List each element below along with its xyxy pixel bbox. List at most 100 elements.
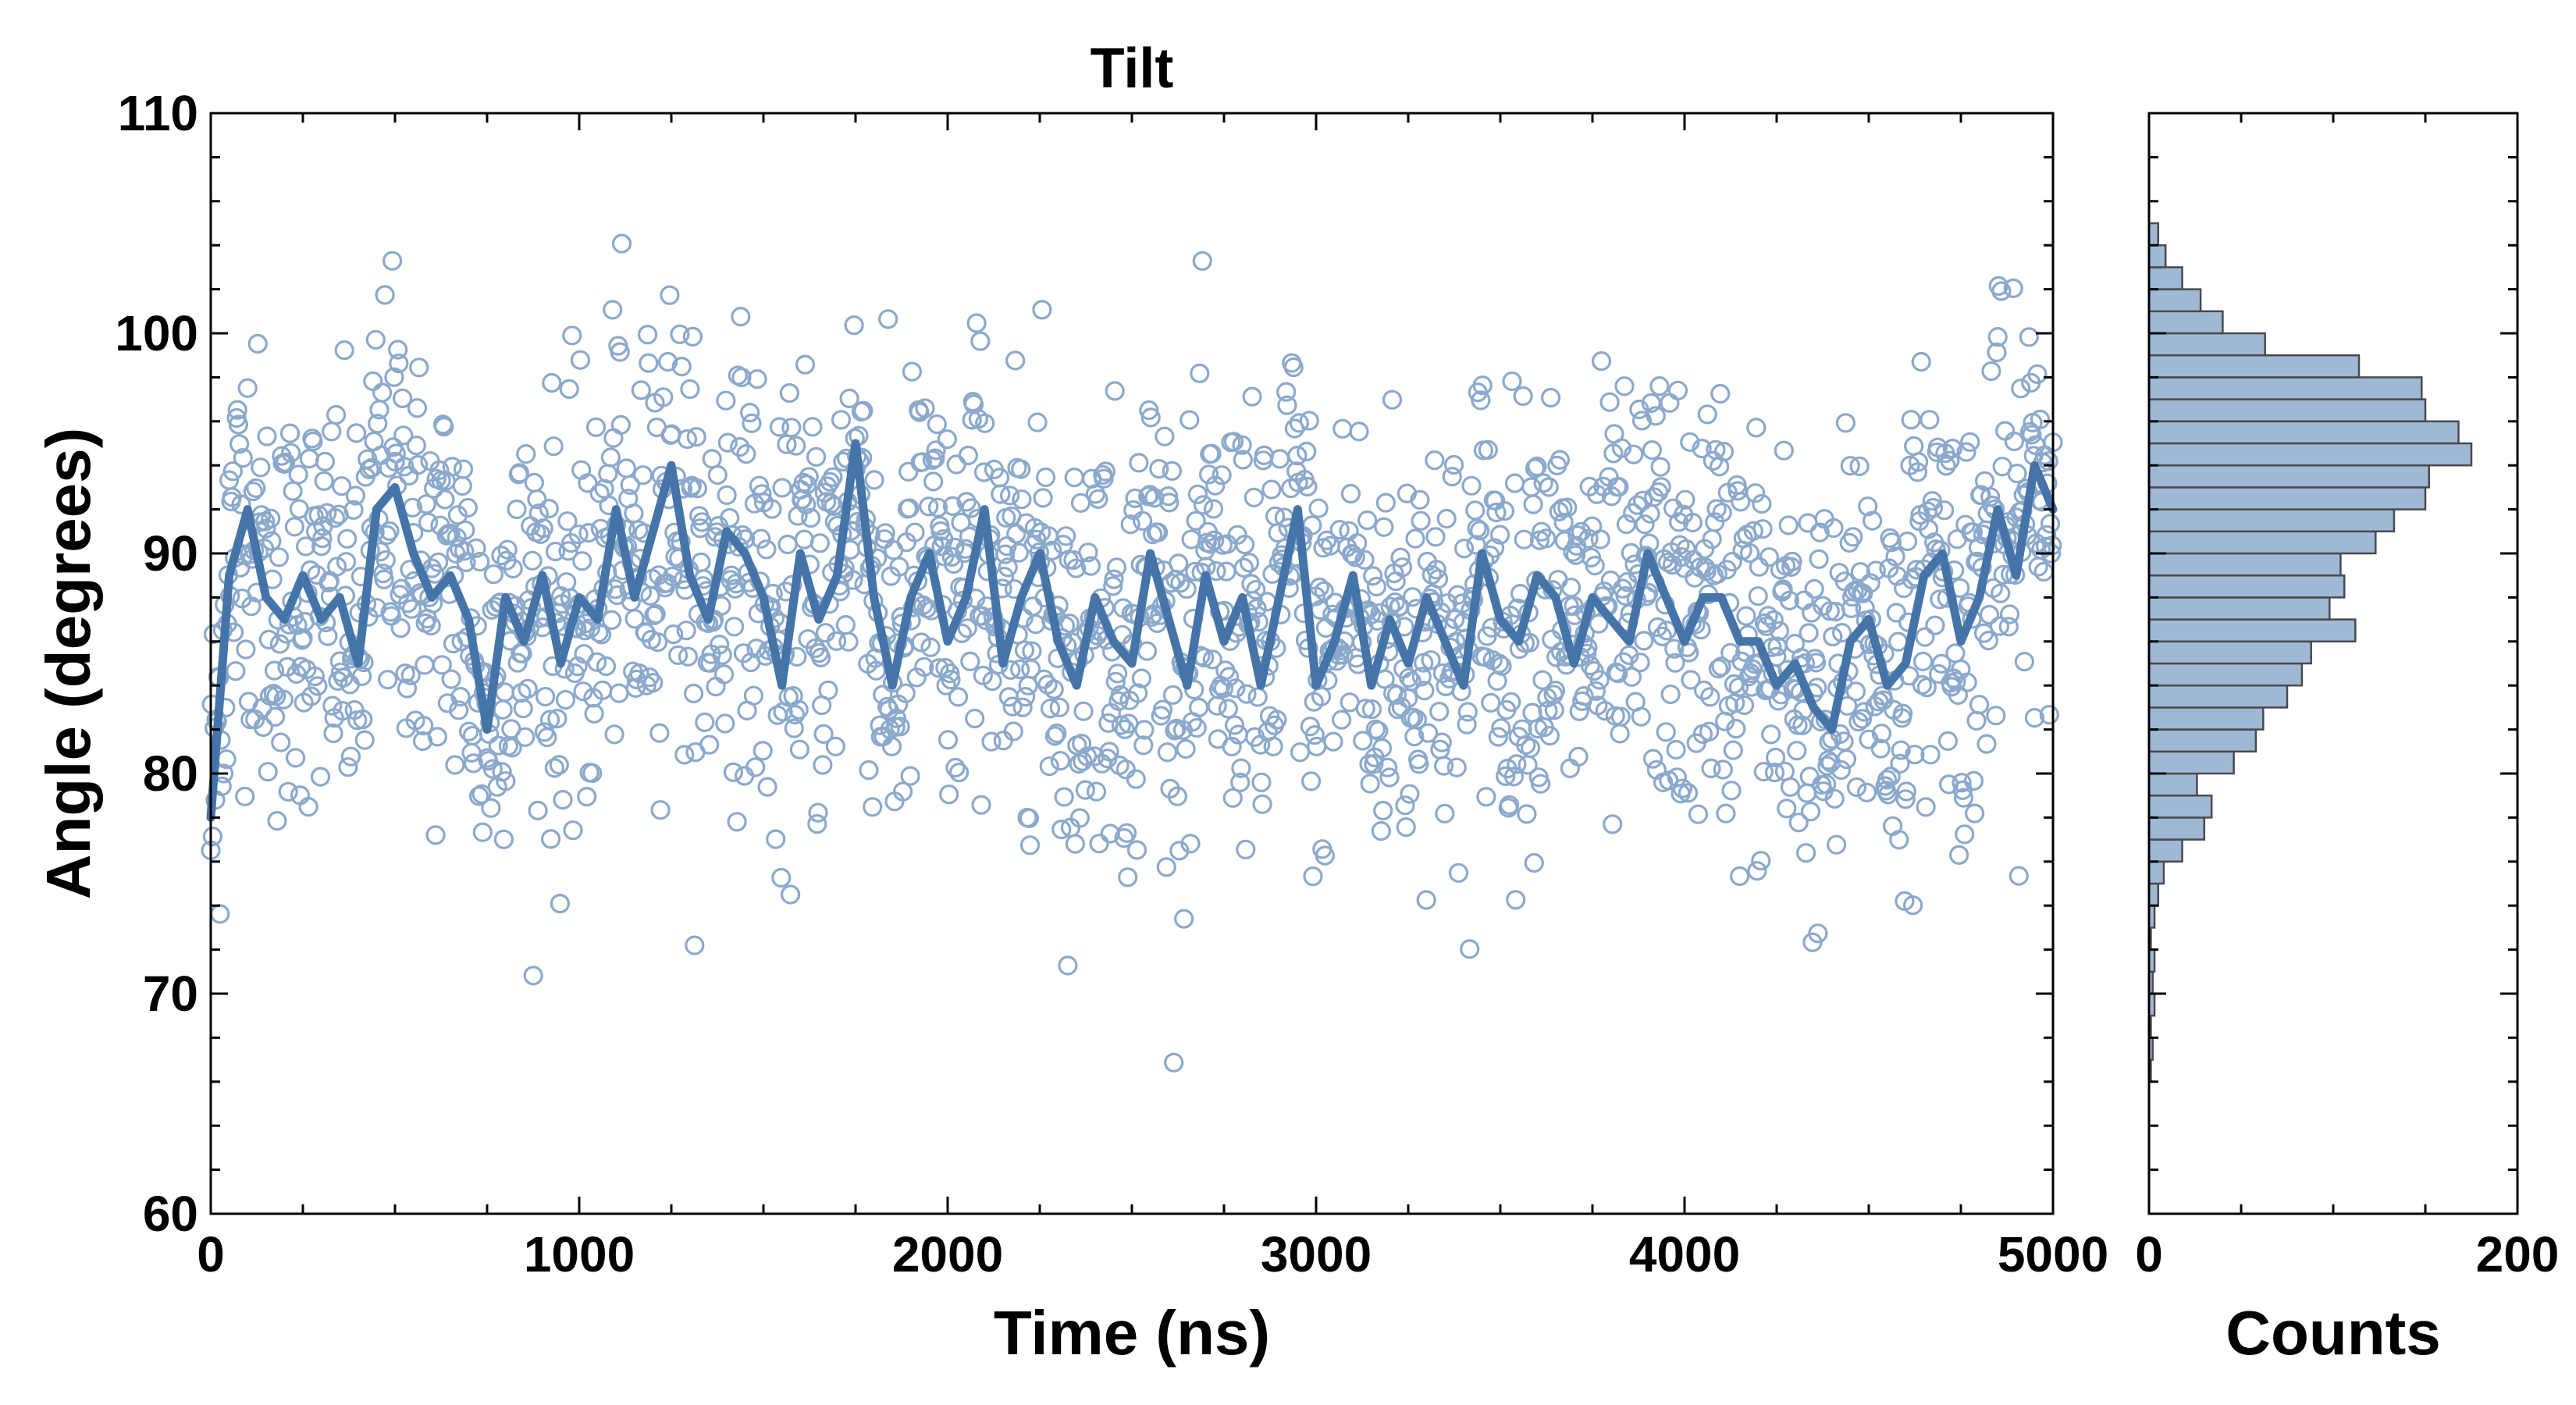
scatter-point [724,617,745,637]
y-tick-label: 90 [143,525,198,582]
scatter-point [1263,736,1283,756]
scatter-point [1226,678,1246,699]
scatter-point [428,552,449,572]
scatter-point [1532,670,1553,690]
scatter-point [695,712,715,733]
scatter-point [1608,663,1628,684]
scatter-point [1385,592,1405,613]
scatter-point [892,781,913,802]
scatter-point [228,414,248,435]
scatter-point [333,700,353,721]
scatter-point [318,626,338,646]
scatter-point [1999,604,2020,624]
scatter-point [1713,759,1733,780]
histogram-bar [2147,332,2266,357]
scatter-point [210,904,230,924]
scatter-point [1963,770,1984,791]
scatter-point [557,511,578,532]
scatter-point [1979,604,2000,625]
scatter-point [995,544,1016,564]
scatter-point [1514,529,1534,550]
scatter-point [1267,710,1287,730]
scatter-point [961,498,981,518]
scatter-point [503,558,523,579]
scatter-point [1137,641,1158,661]
scatter-point [288,464,308,485]
scatter-point [1443,454,1464,475]
scatter-point [1504,473,1525,493]
scatter-point [991,484,1011,504]
scatter-point [1934,500,1955,521]
scatter-point [1308,498,1329,518]
scatter-point [1357,510,1378,531]
scatter-point [513,698,533,719]
scatter-point [1051,819,1072,840]
scatter-point [368,414,388,434]
scatter-point [731,367,752,388]
scatter-point [1752,493,1772,514]
scatter-point [1507,754,1527,774]
scatter-point [1374,517,1394,537]
y-axis-ticks: 60 70 80 90 100 110 [115,85,2053,1242]
scatter-point [639,353,659,373]
scatter-point [568,524,589,545]
scatter-point [1040,699,1061,719]
scatter-point [1162,461,1183,481]
scatter-point [965,708,985,729]
histogram-bar [2147,750,2235,775]
scatter-point [1630,653,1650,673]
scatter-point [958,445,979,466]
scatter-point [1120,514,1140,535]
scatter-point [1287,445,1308,466]
scatter-point [202,826,222,847]
histogram-bar [2147,728,2258,753]
scatter-point [1734,695,1755,716]
scatter-point [1099,742,1119,762]
scatter-point [601,610,622,631]
scatter-point [1982,495,2002,516]
scatter-point [1631,706,1651,727]
scatter-point [577,786,597,807]
histogram-bar [2147,530,2377,555]
scatter-point [457,497,479,518]
scatter-point [345,486,365,506]
scatter-point [448,700,469,720]
scatter-point [1912,651,1934,672]
scatter-point [779,382,800,404]
scatter-point [1836,749,1857,770]
scatter-point [1481,692,1501,713]
hist-x-tick-label: 0 [2135,1226,2163,1282]
scatter-point [1664,638,1685,659]
scatter-point [864,470,884,490]
scatter-point [2040,514,2061,534]
scatter-point [878,309,898,329]
scatter-point [509,463,530,483]
scatter-point [1823,626,1843,647]
scatter-point [1995,421,2016,441]
scatter-point [825,736,846,756]
histogram-x-axis-label: Counts [2226,1298,2441,1368]
scatter-point [1442,466,1462,487]
scatter-point [1589,670,1610,690]
scatter-point [926,440,946,461]
scatter-point [1616,514,1636,535]
scatter-point [1203,499,1224,519]
scatter-point [1106,557,1127,578]
scatter-point [808,802,828,823]
scatter-point [388,340,408,360]
scatter-point [598,464,618,484]
x-tick-label: 0 [197,1226,225,1282]
scatter-point [616,458,637,478]
scatter-point [1721,781,1742,801]
scatter-point [376,525,397,546]
scatter-point [1009,659,1030,680]
scatter-point [1866,560,1886,581]
scatter-point [839,388,859,409]
scatter-point [1942,438,1962,459]
scatter-point [1003,721,1023,742]
scatter-point [1761,724,1781,745]
scatter-point [549,755,569,775]
scatter-point [471,784,492,805]
scatter-point [311,536,332,557]
scatter-point [781,418,802,438]
